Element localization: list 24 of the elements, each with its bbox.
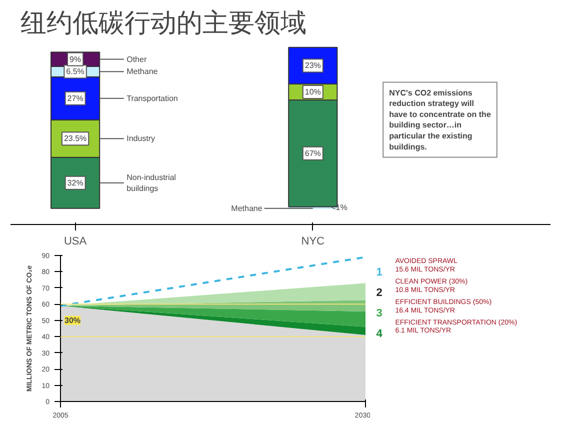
- text: 4: [376, 328, 384, 340]
- x-tick-label: NYC: [301, 236, 325, 248]
- text: 3: [376, 307, 382, 320]
- data-label: 32%: [67, 178, 84, 188]
- data-label: 23.5%: [64, 134, 87, 144]
- annotation: 30%: [64, 316, 81, 325]
- data-label: <1%: [331, 203, 348, 212]
- data-label: 9%: [70, 54, 82, 64]
- data-label: 23%: [304, 61, 321, 70]
- data-label: 6.5%: [66, 67, 84, 76]
- data-label: 27%: [67, 94, 84, 103]
- chart-title: 纽约低碳行动的主要领域: [20, 8, 306, 38]
- data-label: 67%: [304, 148, 321, 158]
- data-label: 10%: [304, 87, 321, 96]
- text: Industry: [126, 134, 156, 144]
- text: Transportation: [126, 94, 178, 103]
- text: 1: [376, 266, 382, 279]
- annotation: NYC's CO2 emissions reduction strategy will have to concentrate on the building sector…in particular the existing buildings.: [389, 88, 492, 152]
- text: Other: [126, 54, 147, 64]
- annotation: Methane: [231, 204, 263, 213]
- text: 2: [376, 287, 382, 299]
- x-tick-label: USA: [64, 236, 88, 248]
- text: Methane: [126, 67, 158, 76]
- text: Non-industrial buildings: [126, 172, 176, 193]
